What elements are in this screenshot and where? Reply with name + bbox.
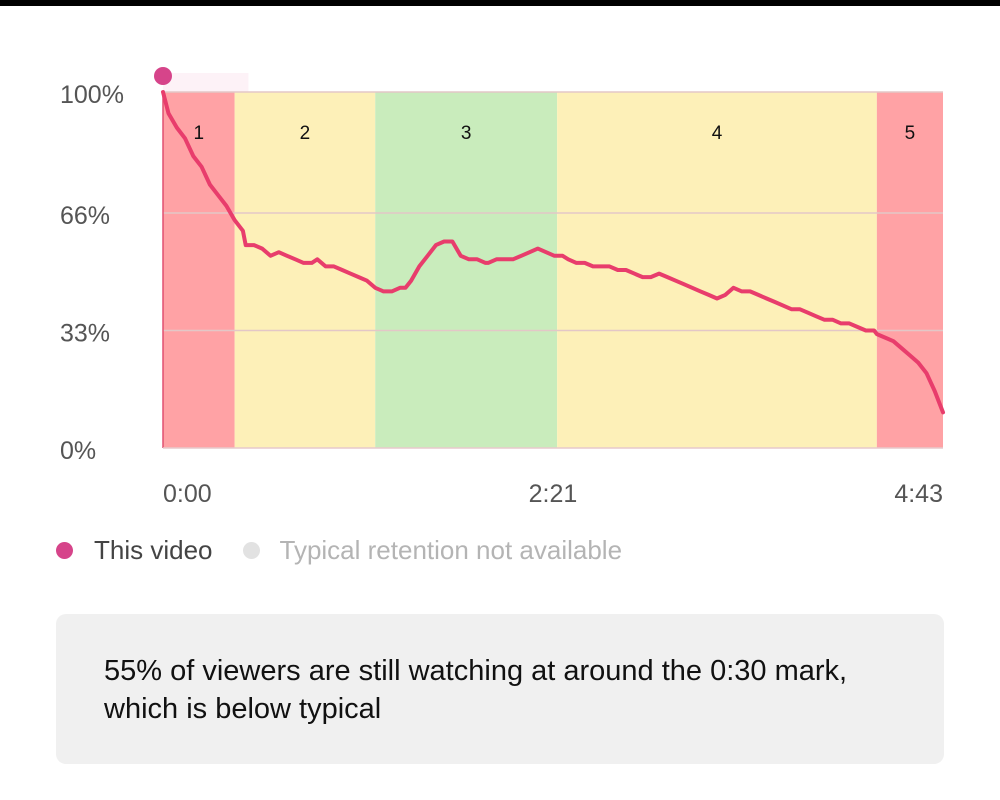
insight-card: 55% of viewers are still watching at aro… [56,614,944,764]
y-tick-label-3: 0% [60,437,96,465]
segment-label-1: 1 [194,123,205,144]
segment-label-2: 2 [300,123,311,144]
segment-layer: 1 2 3 4 5 [163,73,943,448]
grid-layer [163,91,943,332]
x-tick-label-2: 4:43 [894,480,943,508]
x-tick-label-1: 2:21 [529,480,578,508]
y-tick-label-0: 100% [60,81,124,109]
segment-band-1 [163,92,235,448]
legend-item-typical-retention: Typical retention not available [242,534,623,566]
chart-legend: This video Typical retention not availab… [56,532,652,568]
top-edge-bar [0,0,1000,6]
segment-label-4: 4 [712,123,723,144]
y-tick-label-2: 33% [60,320,110,348]
legend-swatch-this-video [56,541,73,559]
axis-layer [162,92,943,449]
segment-label-3: 3 [461,123,472,144]
segment-band-4 [557,92,877,448]
legend-label-typical-retention: Typical retention not available [279,534,623,565]
x-tick-labels: 0:00 2:21 4:43 [163,480,943,508]
x-tick-label-0: 0:00 [163,480,212,508]
legend-swatch-typical-retention [242,541,260,559]
legend-item-this-video[interactable]: This video [56,535,213,566]
start-marker-dot [154,67,172,85]
series-layer [154,67,945,415]
segment-label-5: 5 [905,123,916,144]
segment-band-3 [375,92,558,448]
segment-band-2 [234,92,376,448]
segment-band-5 [876,92,943,448]
legend-label-this-video: This video [94,534,213,565]
y-tick-label-1: 66% [60,202,110,230]
series-line-this-video [161,90,945,415]
insight-text: 55% of viewers are still watching at aro… [104,655,848,725]
y-tick-labels: 100% 66% 33% 0% [60,81,124,465]
retention-chart: 1 2 3 4 5 100% 66% 33% 0% 0:00 2:21 4:43 [60,67,945,508]
